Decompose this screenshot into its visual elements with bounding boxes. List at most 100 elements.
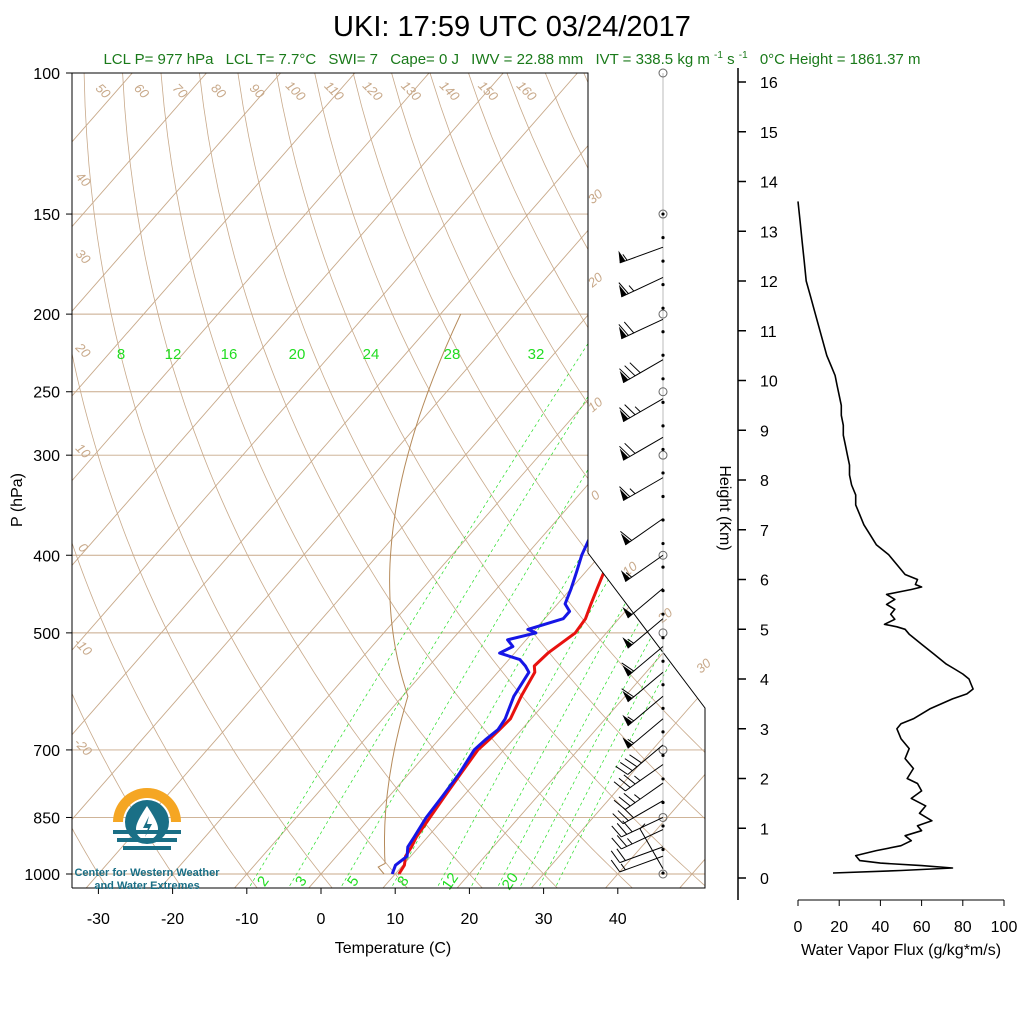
- ivt-value: IVT = 338.5 kg m: [595, 51, 709, 68]
- wind-barb-shaft: [627, 744, 664, 775]
- isotherm-line: [379, 73, 705, 888]
- wind-barb-feather: [623, 321, 635, 334]
- x-tick-label: 40: [609, 911, 627, 928]
- wind-barb-feather: [618, 796, 631, 807]
- mixing-ratio-label: 20: [499, 870, 522, 893]
- logo-text-line2: and Water Extremes: [94, 880, 199, 892]
- wind-barb-half-feather: [634, 406, 641, 413]
- dry-adiabat-line: [237, 73, 705, 888]
- wind-barb-feather: [623, 774, 636, 785]
- wind-level-dot: [661, 730, 665, 734]
- mixing-ratio-label: 12: [439, 870, 462, 893]
- y-tick-label: 300: [33, 448, 60, 465]
- wind-barb-feather: [612, 813, 624, 825]
- wind-barb-flag: [622, 737, 633, 749]
- mixing-ratio-label: 20: [289, 346, 306, 363]
- swi-value: SWI= 7: [328, 51, 378, 68]
- wind-barb-half-feather: [622, 254, 628, 261]
- wind-barb-feather: [610, 850, 621, 863]
- logo-wave-3: [123, 846, 171, 850]
- wind-barb-flag: [618, 250, 626, 263]
- dry-adiabat-label: 120: [360, 78, 386, 104]
- dry-adiabat-line: [122, 73, 486, 888]
- wind-barb-shaft: [621, 829, 664, 850]
- isotherm-line: [454, 73, 705, 888]
- wind-barb-shaft: [627, 588, 664, 619]
- flux-x-axis-title: Water Vapor Flux (g/kg*m/s): [801, 942, 1001, 959]
- logo-wave-2: [117, 838, 177, 842]
- dry-adiabat-label: 140: [437, 78, 463, 104]
- height-axis-title: Height (Km): [716, 465, 733, 550]
- x-tick-label: 10: [386, 911, 404, 928]
- wind-barb-flag: [620, 533, 631, 545]
- mixing-ratio-line: [286, 313, 641, 888]
- dry-adiabat-line: [199, 73, 636, 888]
- flux-line: [797, 201, 974, 874]
- wind-barb: [619, 477, 664, 502]
- height-tick-label: 10: [760, 374, 778, 391]
- wind-barb-feather: [618, 324, 629, 336]
- dry-adiabat-label: 60: [131, 80, 152, 101]
- wind-barb: [619, 398, 664, 423]
- wind-barb-feather: [624, 442, 636, 454]
- wind-barb-half-feather: [625, 572, 633, 578]
- isotherm-line: [72, 73, 207, 888]
- wind-level-dot: [661, 259, 665, 263]
- isotherm-label: 20: [584, 269, 606, 291]
- dry-adiabat-label: 20: [72, 339, 94, 361]
- wind-level-dot: [661, 471, 665, 475]
- wind-barb-flag: [619, 448, 629, 461]
- wind-level-dot: [661, 377, 665, 381]
- dry-adiabat-label: 30: [73, 246, 94, 267]
- x-tick-label: 20: [461, 911, 479, 928]
- skew-t-series: [390, 212, 705, 875]
- wind-level-dot: [661, 565, 665, 569]
- wind-barb-feather: [611, 837, 622, 850]
- height-tick-label: 8: [760, 473, 769, 490]
- wind-barb-feather: [616, 835, 628, 847]
- dry-adiabat-line: [391, 73, 705, 888]
- wind-level-circle: [658, 209, 668, 219]
- wind-barb-half-feather: [620, 863, 626, 871]
- wind-barb-flag: [619, 370, 629, 383]
- wind-barb: [615, 744, 664, 775]
- logo-sun-arc: [113, 788, 181, 822]
- height-tick-label: 13: [760, 224, 778, 241]
- mixing-ratio-line: [536, 313, 705, 888]
- dry-adiabat-line: [468, 73, 705, 888]
- isotherm-line: [72, 73, 282, 888]
- flux-x-tick-label: 80: [954, 919, 972, 936]
- wind-barb-feather: [613, 781, 626, 792]
- height-tick-label: 5: [760, 622, 769, 639]
- wind-barb-feather: [620, 762, 633, 772]
- mixing-ratio-label: 28: [444, 346, 461, 363]
- wind-level-circle: [658, 68, 668, 78]
- lcl-pressure: LCL P= 977 hPa: [103, 51, 214, 68]
- height-tick-label: 1: [760, 821, 769, 838]
- wind-barb: [621, 646, 664, 677]
- wind-barb: [619, 436, 664, 461]
- height-tick-label: 6: [760, 573, 769, 590]
- wind-barb: [611, 829, 664, 850]
- wind-barb-shaft: [622, 359, 664, 384]
- wind-barb-feather: [615, 765, 629, 775]
- wind-barb-flag: [618, 326, 627, 339]
- dry-adiabat-line: [583, 73, 705, 888]
- height-tick-label: 14: [760, 175, 778, 192]
- logo-wave-1: [113, 830, 181, 834]
- wind-barb-shaft: [622, 477, 664, 502]
- wind-barb-flag: [619, 488, 629, 501]
- dry-adiabat-line: [776, 73, 1024, 891]
- wind-barb: [613, 764, 664, 792]
- wind-barb-flag: [620, 570, 631, 582]
- wind-barb: [619, 359, 664, 384]
- wind-barb-shaft: [619, 855, 664, 873]
- y-tick-label: 100: [33, 66, 60, 83]
- ivt-exponent-1: -1: [714, 50, 723, 61]
- wind-barb-shaft: [625, 782, 664, 810]
- lightning-icon: [143, 816, 152, 837]
- height-tick-label: 11: [760, 324, 777, 341]
- wind-barb-shaft: [622, 436, 664, 461]
